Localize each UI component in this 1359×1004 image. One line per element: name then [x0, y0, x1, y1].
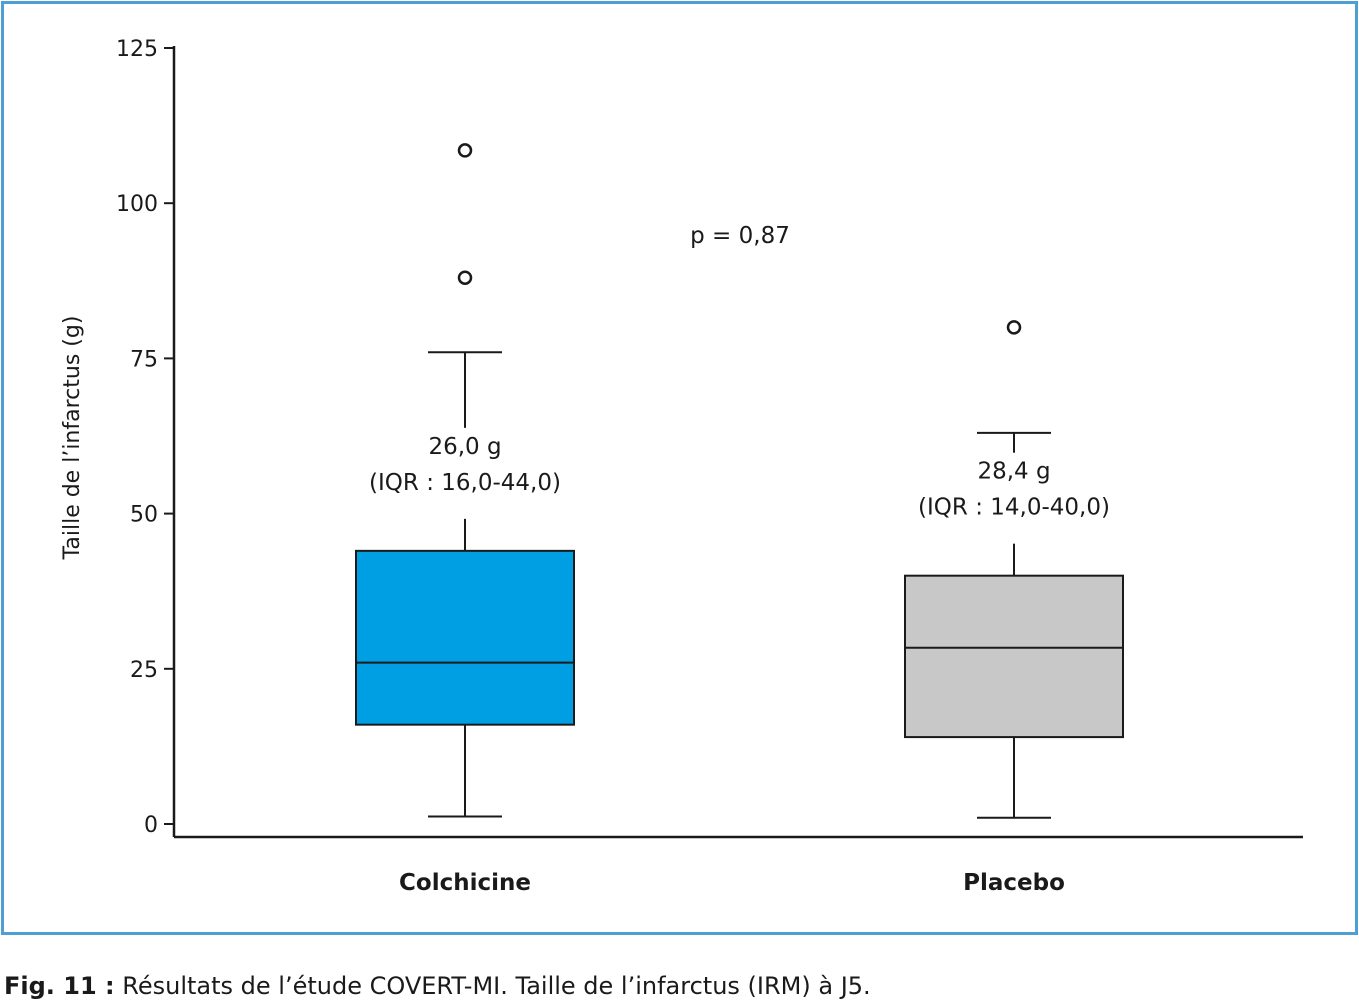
y-tick-label: 125 — [116, 37, 158, 62]
y-tick-label: 25 — [130, 658, 158, 683]
colchicine-median-label: 26,0 g — [428, 434, 501, 460]
colchicine-box — [355, 549, 575, 726]
placebo-median-label: 28,4 g — [977, 459, 1050, 485]
box-plot-chart: 0 25 50 75 100 125 Taille de l’infarctus (g) p … — [60, 37, 1303, 896]
figure-caption: Fig. 11 : Résultats de l’étude COVERT-MI… — [4, 972, 871, 1000]
placebo-outlier — [1006, 320, 1022, 335]
y-tick-label: 75 — [130, 347, 158, 372]
figure-frame — [1, 1, 1358, 935]
y-tick-label: 50 — [130, 503, 158, 528]
p-value-annotation: p = 0,87 — [690, 223, 790, 249]
caption-label: Fig. 11 : — [4, 972, 115, 1000]
placebo-box — [904, 574, 1124, 739]
placebo-category-label: Placebo — [963, 870, 1065, 896]
colchicine-outlier — [457, 143, 473, 158]
colchicine-outlier — [457, 270, 473, 285]
y-axis-label: Taille de l’infarctus (g) — [60, 316, 85, 561]
colchicine-category-label: Colchicine — [399, 870, 531, 896]
colchicine-iqr-label: (IQR : 16,0-44,0) — [369, 470, 561, 496]
placebo-iqr-label: (IQR : 14,0-40,0) — [918, 495, 1110, 521]
y-tick-label: 100 — [116, 192, 158, 217]
y-tick-label: 0 — [144, 813, 158, 838]
caption-text: Résultats de l’étude COVERT-MI. Taille d… — [122, 972, 871, 1000]
